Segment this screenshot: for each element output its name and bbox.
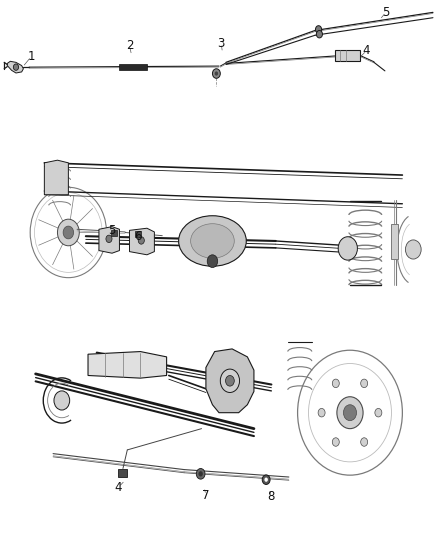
- Circle shape: [106, 235, 112, 243]
- Polygon shape: [7, 61, 23, 73]
- Bar: [1, 1, 437, 150]
- Circle shape: [13, 64, 18, 70]
- Bar: [1, 150, 437, 341]
- Circle shape: [196, 469, 205, 479]
- Circle shape: [337, 397, 363, 429]
- Text: 1: 1: [28, 50, 35, 63]
- Circle shape: [207, 255, 218, 268]
- Circle shape: [220, 369, 240, 392]
- Text: 2: 2: [126, 39, 133, 52]
- Circle shape: [360, 438, 367, 446]
- Circle shape: [332, 438, 339, 446]
- Circle shape: [265, 478, 268, 482]
- Polygon shape: [130, 228, 154, 255]
- Circle shape: [226, 375, 234, 386]
- Text: 5: 5: [382, 6, 389, 19]
- Text: 5: 5: [108, 224, 116, 237]
- Text: 8: 8: [268, 490, 275, 503]
- Circle shape: [375, 408, 382, 417]
- Circle shape: [318, 408, 325, 417]
- Ellipse shape: [179, 216, 246, 266]
- Text: 6: 6: [134, 230, 142, 243]
- Bar: [118, 469, 127, 477]
- Circle shape: [406, 240, 421, 259]
- Circle shape: [332, 379, 339, 387]
- Circle shape: [215, 71, 218, 76]
- Polygon shape: [88, 352, 166, 378]
- Circle shape: [138, 237, 145, 244]
- Bar: [111, 230, 117, 236]
- Text: 7: 7: [202, 489, 210, 502]
- Circle shape: [63, 226, 74, 239]
- Polygon shape: [44, 160, 68, 195]
- Circle shape: [360, 379, 367, 387]
- Circle shape: [343, 405, 357, 421]
- Text: 4: 4: [363, 44, 370, 57]
- Circle shape: [212, 69, 220, 78]
- Circle shape: [315, 26, 321, 33]
- Bar: [391, 224, 399, 259]
- Ellipse shape: [191, 224, 234, 259]
- Bar: [335, 50, 360, 61]
- Circle shape: [57, 219, 79, 246]
- Circle shape: [198, 471, 203, 477]
- Bar: [135, 231, 141, 237]
- Circle shape: [338, 237, 357, 260]
- Text: 4: 4: [115, 481, 122, 494]
- Bar: [119, 64, 147, 70]
- Circle shape: [54, 391, 70, 410]
- Text: 3: 3: [218, 37, 225, 50]
- Polygon shape: [206, 349, 254, 413]
- Circle shape: [262, 475, 270, 484]
- Bar: [1, 341, 437, 532]
- Circle shape: [316, 30, 322, 38]
- Polygon shape: [99, 227, 120, 253]
